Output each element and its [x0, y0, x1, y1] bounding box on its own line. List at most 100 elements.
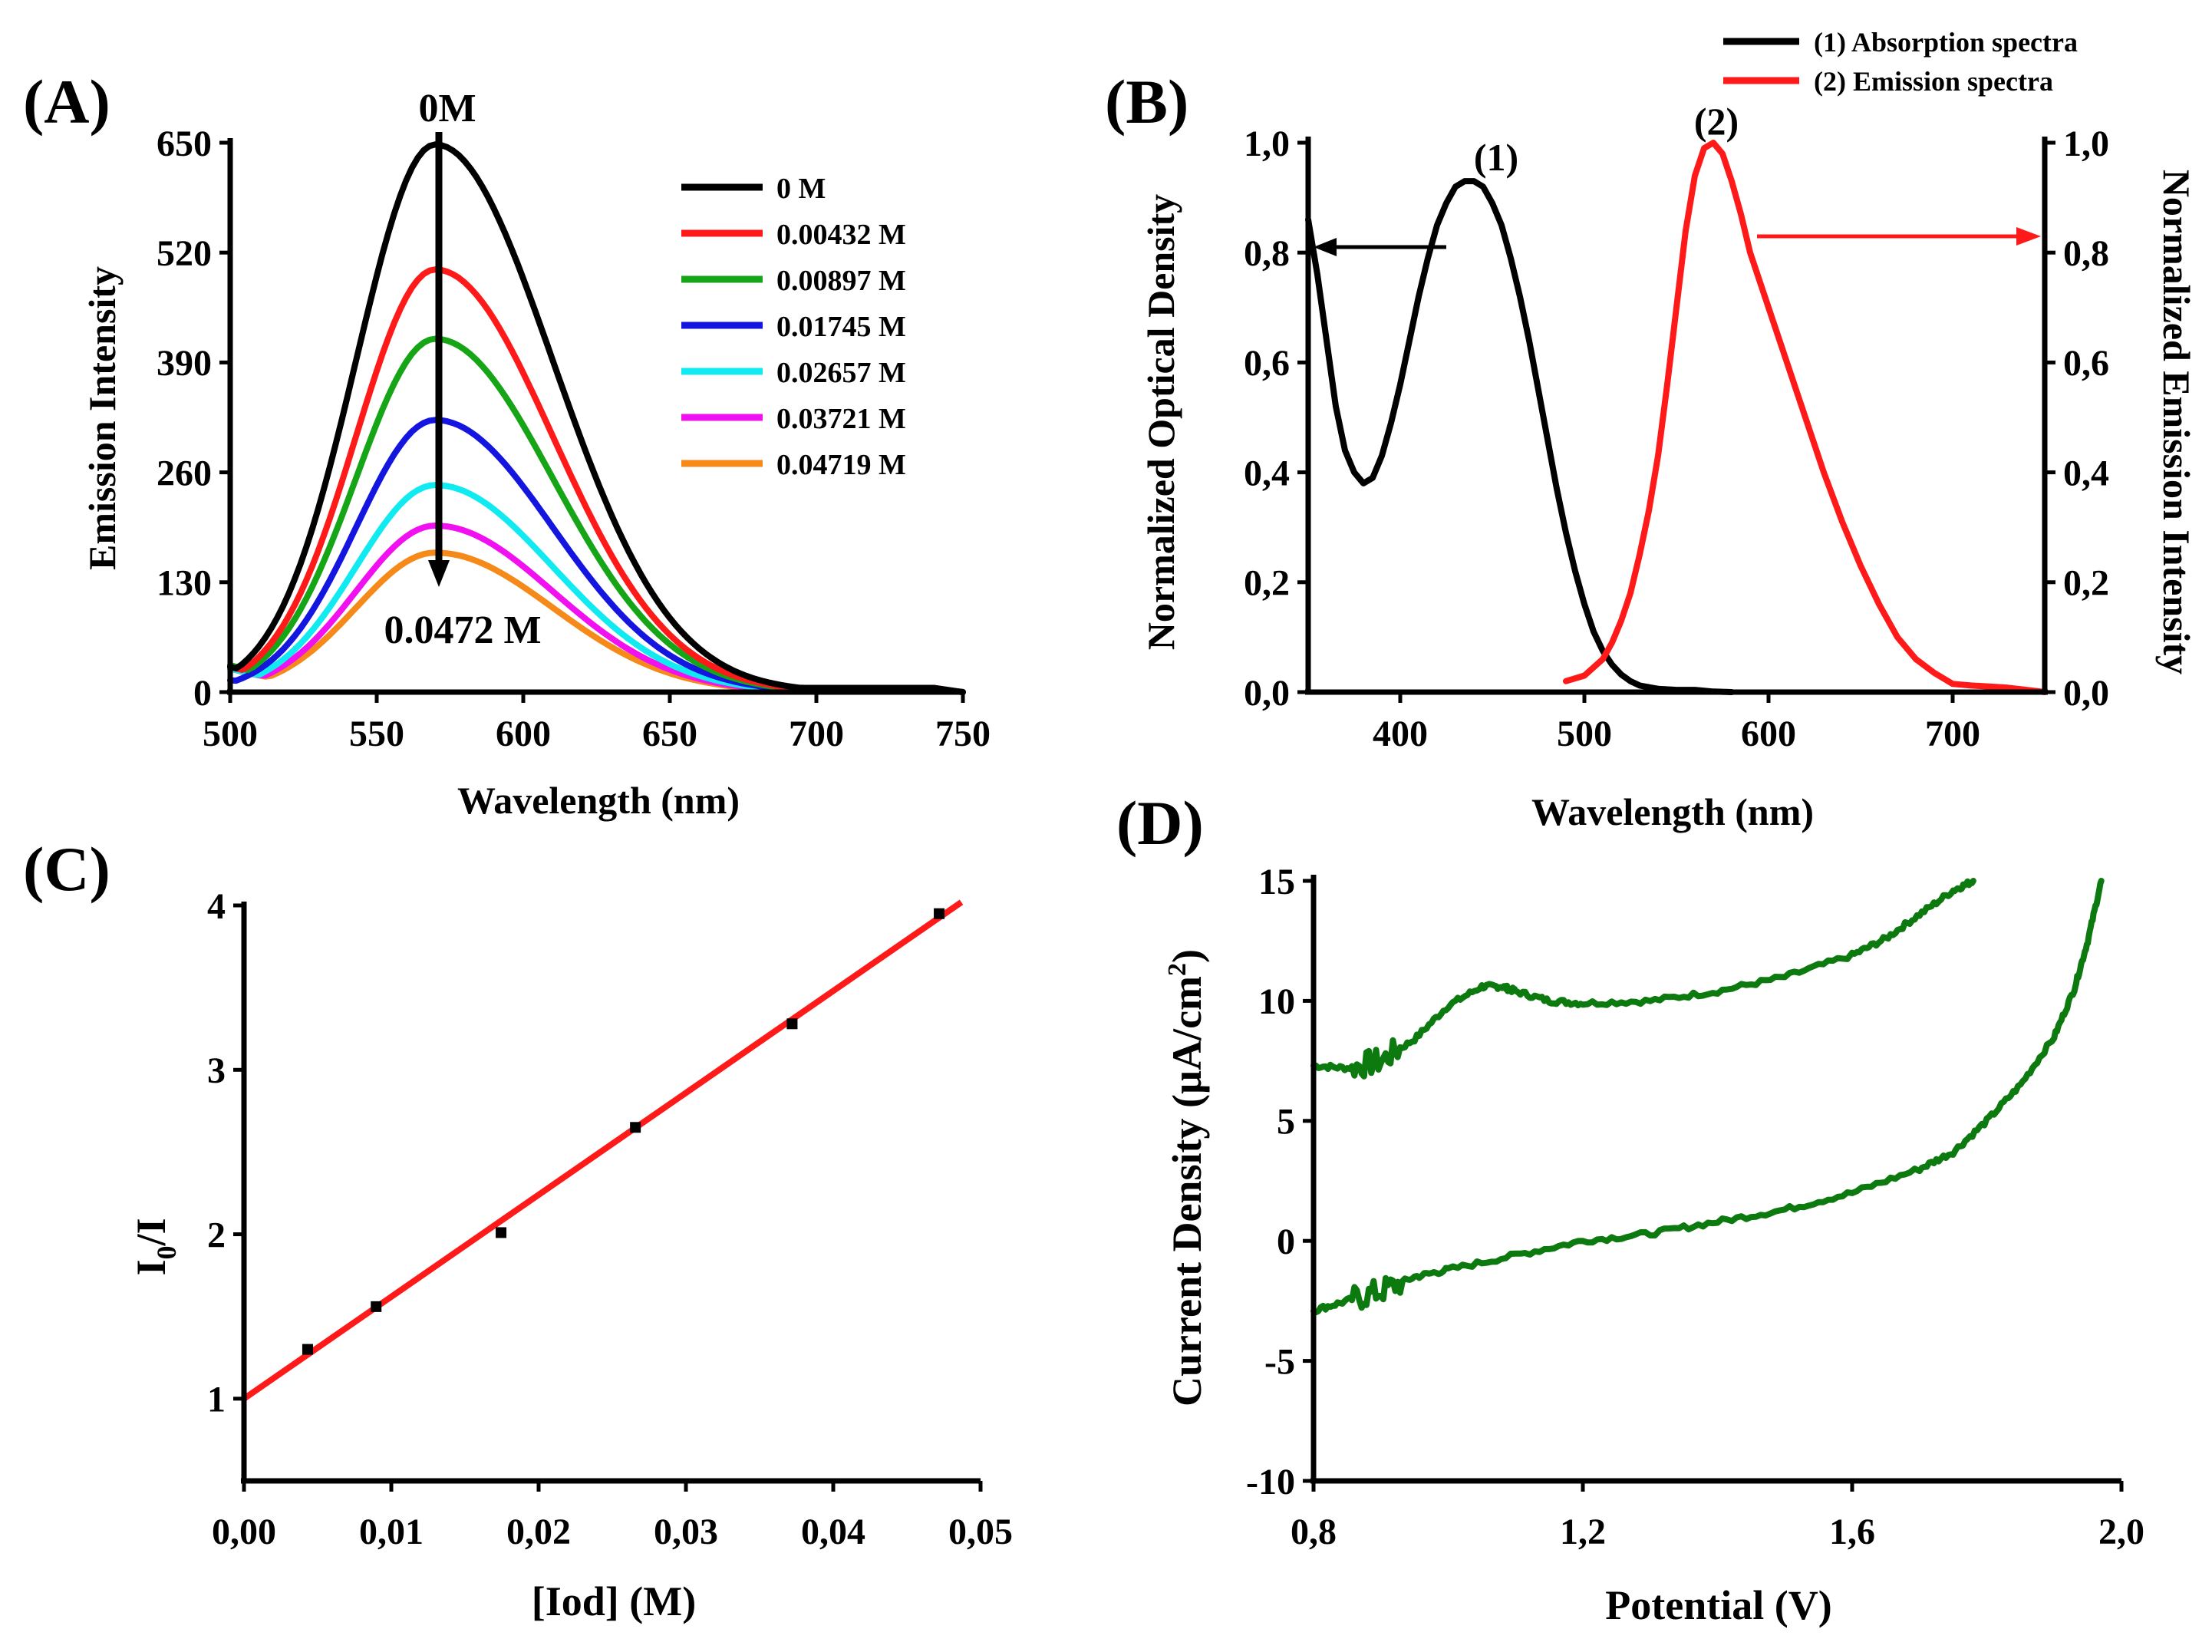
- legend-label: 0 M: [776, 173, 826, 205]
- legend-item: 0.00432 M: [681, 219, 906, 251]
- panel-a-quench-arrowhead: [428, 560, 450, 587]
- y-tick-label: 260: [157, 453, 212, 493]
- panel-c-y-ticks: 1 2 3 4: [207, 886, 244, 1420]
- y-tick-label: 1: [207, 1380, 226, 1420]
- panel-a-y-label: Emission Intensity: [81, 266, 124, 570]
- panel-d-curves: [1310, 878, 2105, 1316]
- panel-c-y-label: I0/I: [128, 1218, 182, 1275]
- y-tick-label: 130: [157, 563, 212, 604]
- panel-b-x-ticks: 400 500 600 700: [1373, 692, 1980, 754]
- x-tick-label: 0,03: [654, 1512, 718, 1552]
- data-point: [302, 1344, 313, 1355]
- x-tick-label: 550: [349, 714, 404, 754]
- y-tick-label-right: 0,2: [2063, 563, 2109, 604]
- y-tick-label-right: 1,0: [2063, 124, 2109, 164]
- panel-d-y-label-close: ): [1164, 949, 1210, 963]
- legend-item: 0.03721 M: [681, 403, 906, 435]
- y-tick-label: 650: [157, 124, 212, 164]
- x-tick-label: 0,00: [212, 1512, 276, 1552]
- legend-item: 0.04719 M: [681, 449, 906, 481]
- x-tick-label: 0,8: [1291, 1512, 1337, 1552]
- panel-d-y-ticks: -10 -5 0 5 10 15: [1246, 862, 1314, 1502]
- y-tick-label: 3: [207, 1050, 226, 1091]
- fit-line: [242, 899, 964, 1402]
- y-tick-label: 0: [193, 673, 212, 714]
- panel-a-curves: [227, 141, 966, 695]
- y-tick-label: 5: [1277, 1102, 1295, 1143]
- panel-c-y-label-tail: /I: [128, 1218, 174, 1246]
- data-point: [934, 908, 945, 919]
- x-tick-label: 500: [203, 714, 258, 754]
- x-tick-label: 0,01: [359, 1512, 424, 1552]
- panel-a-x-label: Wavelength (nm): [457, 779, 740, 822]
- y-tick-label: 0,4: [1244, 453, 1290, 493]
- panel-d-y-label-sup: 2: [1163, 963, 1192, 976]
- panel-b-y-label-right: Normalized Emission Intensity: [2155, 170, 2198, 674]
- y-tick-label-right: 0,8: [2063, 233, 2109, 274]
- panel-d-x-label: Potential (V): [1605, 1582, 1831, 1628]
- panel-d-label: (D): [1116, 788, 1204, 858]
- data-point: [786, 1018, 798, 1030]
- legend-label: 0.04719 M: [776, 449, 906, 481]
- panel-d: (D) -10 -5 0 5 10 15 0,8 1,2 1,6 2,0 Current Den…: [1116, 788, 2144, 1628]
- x-tick-label: 1,2: [1560, 1512, 1606, 1552]
- panel-b: (B) 0,0 0,0 0,2 0,2 0,4 0,4 0,6 0,6 0,8 0,8 1,0 1,0…: [1105, 27, 2198, 833]
- data-point: [371, 1301, 382, 1312]
- legend-item: 0.01745 M: [681, 311, 906, 343]
- panel-a-legend: 0 M 0.00432 M 0.00897 M 0.01745 M 0.0265…: [681, 173, 906, 481]
- panel-c: (C) 1 2 3 4 0,00 0,01 0,02 0,03 0,04 0,05 I0/I […: [23, 834, 1013, 1624]
- x-tick-label: 400: [1373, 714, 1428, 754]
- series-line: [1310, 878, 2105, 1316]
- legend-label: (2) Emission spectra: [1814, 66, 2053, 97]
- x-tick-label: 700: [789, 714, 844, 754]
- legend-item: 0.00897 M: [681, 265, 906, 297]
- y-tick-label: 520: [157, 233, 212, 274]
- legend-item: (1) Absorption spectra: [1723, 27, 2078, 58]
- y-tick-label-right: 0,0: [2063, 673, 2109, 714]
- panel-b-label: (B): [1105, 67, 1188, 137]
- x-tick-label: 650: [642, 714, 697, 754]
- y-tick-label: 0,0: [1244, 673, 1290, 714]
- series-line: [227, 141, 966, 695]
- y-tick-label-right: 0,4: [2063, 453, 2109, 493]
- legend-label: 0.03721 M: [776, 403, 906, 435]
- panel-b-right-pointer-head: [2016, 227, 2041, 246]
- legend-item: (2) Emission spectra: [1723, 66, 2053, 97]
- x-tick-label: 750: [935, 714, 991, 754]
- y-tick-label: 2: [207, 1215, 226, 1255]
- series-line: [1305, 178, 1735, 695]
- x-tick-label: 600: [496, 714, 551, 754]
- panel-c-x-label: [Iod] (M): [532, 1578, 696, 1624]
- series-line: [227, 549, 966, 695]
- y-tick-label: 390: [157, 343, 212, 384]
- panel-a-annotation-bottom: 0.0472 M: [384, 608, 541, 652]
- legend-item: 0 M: [681, 173, 826, 205]
- x-tick-label: 1,6: [1829, 1512, 1875, 1552]
- y-tick-label-right: 0,6: [2063, 343, 2109, 384]
- panel-a-x-ticks: 500 550 600 650 700 750: [203, 692, 991, 754]
- series-line: [1310, 878, 1976, 1080]
- x-tick-label: 0,02: [506, 1512, 571, 1552]
- y-tick-label: 0,2: [1244, 563, 1290, 604]
- x-tick-label: 600: [1741, 714, 1796, 754]
- y-tick-label: -5: [1264, 1341, 1295, 1382]
- panel-d-x-ticks: 0,8 1,2 1,6 2,0: [1291, 1481, 2144, 1552]
- y-tick-label: 1,0: [1244, 124, 1290, 164]
- panel-a-label: (A): [23, 67, 110, 137]
- panel-c-label: (C): [23, 834, 110, 904]
- panel-b-marker-absorption: (1): [1474, 136, 1518, 179]
- x-tick-label: 0,05: [948, 1512, 1013, 1552]
- y-tick-label: 0: [1277, 1222, 1295, 1262]
- panel-b-curves: [1305, 140, 2048, 695]
- panel-d-y-label-main: Current Density (µA/cm: [1164, 976, 1210, 1406]
- series-line: [1563, 140, 2048, 695]
- y-tick-label: 4: [207, 886, 226, 927]
- panel-b-legend: (1) Absorption spectra (2) Emission spec…: [1723, 27, 2078, 97]
- panel-b-marker-emission: (2): [1694, 100, 1739, 143]
- panel-c-y-label-sub: 0: [151, 1246, 182, 1260]
- panel-c-plot: [242, 899, 964, 1402]
- y-tick-label: -10: [1246, 1462, 1295, 1502]
- legend-label: 0.00432 M: [776, 219, 906, 251]
